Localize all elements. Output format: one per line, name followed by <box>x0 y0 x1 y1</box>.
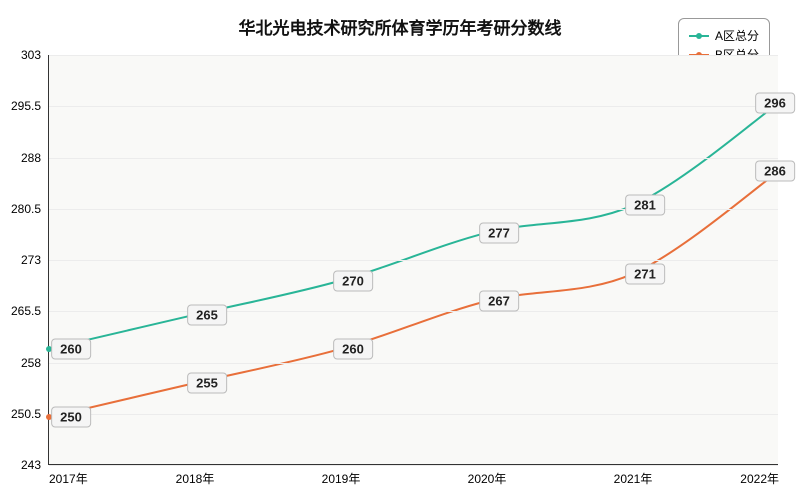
y-tick-label: 273 <box>21 253 49 267</box>
data-label: 281 <box>625 195 665 216</box>
gridline <box>49 363 778 364</box>
gridline <box>49 414 778 415</box>
data-label: 267 <box>479 291 519 312</box>
y-tick-label: 243 <box>21 458 49 472</box>
gridline <box>49 311 778 312</box>
y-tick-label: 265.5 <box>11 304 49 318</box>
gridline <box>49 106 778 107</box>
y-tick-label: 288 <box>21 151 49 165</box>
gridline <box>49 260 778 261</box>
legend-label-a: A区总分 <box>715 27 759 44</box>
x-tick-label: 2018年 <box>176 464 215 487</box>
data-label: 277 <box>479 222 519 243</box>
y-tick-label: 250.5 <box>11 407 49 421</box>
plot-area: 243250.5258265.5273280.5288295.53032017年… <box>48 55 778 465</box>
y-tick-label: 295.5 <box>11 99 49 113</box>
x-tick-label: 2019年 <box>322 464 361 487</box>
x-tick-label: 2021年 <box>614 464 653 487</box>
x-tick-label: 2022年 <box>740 464 779 487</box>
gridline <box>49 209 778 210</box>
y-tick-label: 258 <box>21 356 49 370</box>
x-tick-label: 2020年 <box>468 464 507 487</box>
data-label: 271 <box>625 263 665 284</box>
y-tick-label: 280.5 <box>11 202 49 216</box>
gridline <box>49 465 778 466</box>
data-label: 296 <box>755 92 795 113</box>
y-tick-label: 303 <box>21 48 49 62</box>
x-tick-label: 2017年 <box>49 464 88 487</box>
data-label: 286 <box>755 161 795 182</box>
legend-item-a: A区总分 <box>689 27 759 44</box>
legend-swatch-a <box>689 35 709 37</box>
data-label: 250 <box>51 407 91 428</box>
chart-container: 华北光电技术研究所体育学历年考研分数线 A区总分 B区总分 243250.525… <box>0 0 800 500</box>
data-label: 270 <box>333 270 373 291</box>
data-label: 260 <box>333 338 373 359</box>
data-label: 265 <box>187 304 227 325</box>
data-label: 260 <box>51 338 91 359</box>
data-label: 255 <box>187 373 227 394</box>
gridline <box>49 158 778 159</box>
gridline <box>49 55 778 56</box>
